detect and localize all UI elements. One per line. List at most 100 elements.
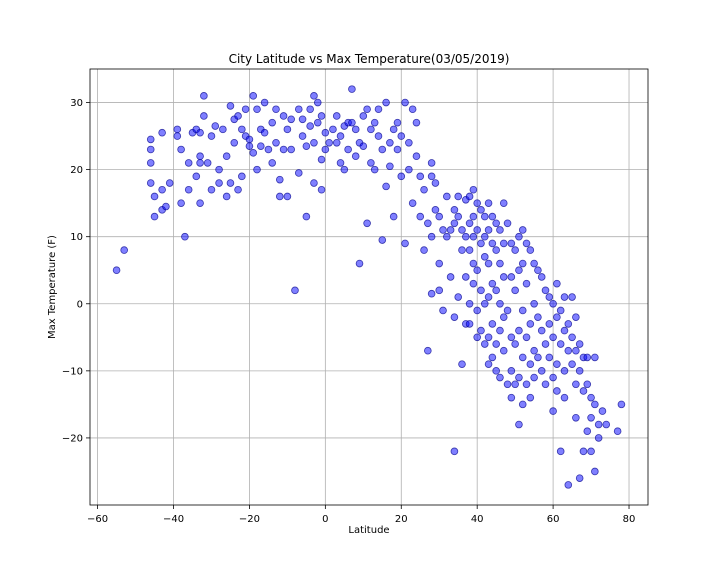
- data-point: [184, 159, 193, 167]
- x-tick-label: −40: [163, 514, 184, 525]
- data-point: [469, 259, 478, 268]
- data-point: [150, 212, 159, 221]
- data-point: [591, 353, 599, 362]
- x-tick-label: −20: [239, 514, 260, 525]
- data-point: [503, 380, 512, 389]
- data-point: [515, 373, 523, 382]
- data-point: [507, 273, 516, 281]
- data-point: [617, 400, 626, 409]
- data-point: [613, 427, 622, 436]
- data-point: [553, 360, 561, 368]
- data-point: [477, 286, 485, 295]
- data-point: [492, 286, 500, 295]
- data-point: [465, 246, 474, 254]
- data-point: [518, 306, 527, 315]
- data-point: [112, 266, 121, 275]
- data-point: [302, 142, 311, 150]
- data-point: [348, 118, 356, 127]
- data-point: [549, 407, 557, 415]
- plot-frame: [89, 68, 649, 506]
- data-point: [332, 138, 341, 147]
- data-point: [329, 125, 337, 134]
- data-point: [427, 159, 436, 167]
- data-point: [473, 226, 481, 234]
- data-point: [469, 212, 478, 221]
- data-point: [165, 179, 174, 187]
- data-point: [397, 172, 406, 181]
- y-tick-label: −10: [62, 366, 83, 377]
- data-point: [196, 159, 204, 167]
- data-point: [499, 239, 508, 248]
- data-point: [530, 346, 538, 355]
- data-point: [146, 159, 155, 167]
- y-tick-label: −20: [62, 433, 83, 444]
- data-point: [431, 206, 440, 214]
- data-point: [484, 293, 493, 301]
- data-point: [515, 326, 523, 335]
- data-point: [458, 226, 466, 234]
- data-point: [215, 179, 223, 187]
- data-point: [294, 105, 303, 114]
- data-point: [511, 340, 519, 348]
- data-point: [518, 226, 527, 234]
- data-point: [370, 165, 379, 174]
- data-point: [556, 306, 565, 315]
- data-point: [465, 299, 474, 308]
- data-point: [382, 98, 390, 107]
- data-point: [492, 246, 500, 254]
- data-point: [511, 286, 519, 295]
- data-point: [534, 353, 542, 362]
- data-point: [518, 400, 527, 409]
- data-point: [511, 246, 519, 254]
- data-point: [279, 112, 288, 120]
- x-axis-ticks: −60 −40 −20 0 20 40 60 80: [87, 505, 635, 525]
- data-point: [294, 169, 303, 177]
- data-point: [386, 138, 394, 147]
- data-point: [492, 367, 500, 375]
- y-axis-ticks: −20 −10 0 10 20 30: [62, 98, 90, 444]
- data-point: [234, 112, 242, 120]
- data-point: [397, 132, 406, 140]
- data-point: [146, 145, 155, 154]
- data-point: [575, 340, 584, 348]
- data-point: [241, 105, 250, 114]
- data-point: [473, 333, 481, 342]
- data-point: [412, 152, 421, 161]
- data-point: [496, 259, 504, 268]
- data-point: [321, 145, 330, 154]
- data-point: [553, 387, 561, 395]
- data-point: [537, 367, 546, 375]
- data-point: [317, 185, 326, 194]
- data-point: [594, 420, 603, 429]
- data-point: [275, 192, 284, 201]
- data-point: [382, 182, 390, 191]
- data-point: [484, 259, 493, 268]
- data-point: [272, 105, 280, 114]
- data-point: [526, 360, 535, 368]
- data-point: [484, 360, 493, 368]
- data-point: [226, 102, 235, 110]
- data-point: [488, 212, 497, 221]
- data-point: [412, 118, 421, 127]
- data-point: [173, 125, 182, 134]
- data-point: [222, 192, 231, 201]
- data-point: [461, 273, 470, 281]
- data-point: [594, 434, 603, 442]
- data-point: [408, 199, 417, 207]
- data-point: [526, 320, 535, 328]
- data-point: [480, 299, 489, 308]
- data-point: [435, 286, 444, 295]
- data-point: [230, 138, 239, 147]
- data-point: [302, 212, 311, 221]
- data-point: [367, 125, 375, 134]
- data-point: [336, 132, 345, 140]
- data-point: [427, 289, 436, 298]
- x-tick-label: 40: [471, 514, 484, 525]
- data-point: [515, 420, 523, 429]
- data-point: [583, 427, 592, 436]
- data-point: [560, 293, 569, 301]
- data-point: [401, 239, 409, 248]
- data-point: [507, 393, 516, 402]
- data-point: [374, 105, 383, 114]
- data-point: [541, 380, 550, 389]
